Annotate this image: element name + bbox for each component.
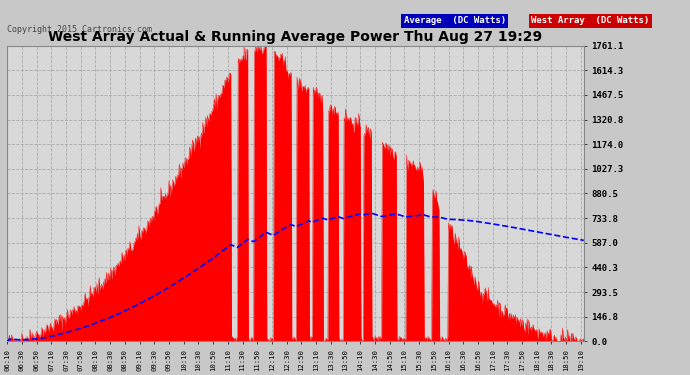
Text: West Array  (DC Watts): West Array (DC Watts) bbox=[531, 16, 649, 25]
Title: West Array Actual & Running Average Power Thu Aug 27 19:29: West Array Actual & Running Average Powe… bbox=[48, 30, 542, 44]
Text: Average  (DC Watts): Average (DC Watts) bbox=[404, 16, 506, 25]
Text: Copyright 2015 Cartronics.com: Copyright 2015 Cartronics.com bbox=[7, 25, 152, 34]
